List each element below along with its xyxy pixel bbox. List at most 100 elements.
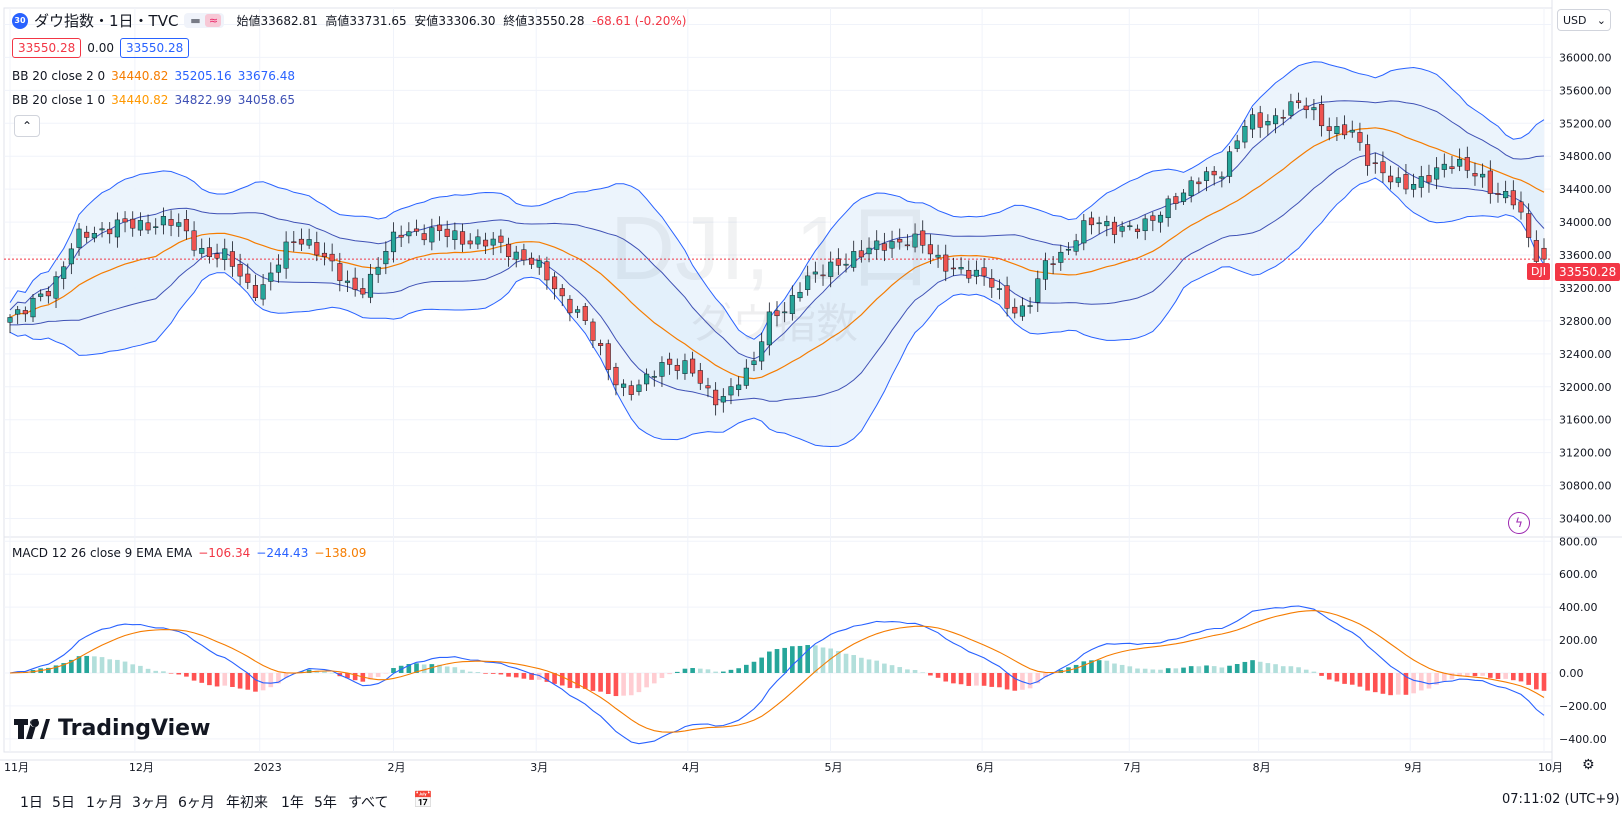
macd-histogram-bar: [1173, 668, 1179, 673]
candle-body: [759, 341, 765, 362]
bb1-legend[interactable]: BB 20 close 1 0 34440.82 34822.99 34058.…: [12, 93, 295, 107]
gear-icon[interactable]: ⚙: [1582, 757, 1595, 773]
candle-body: [1219, 176, 1225, 179]
timeframe-button[interactable]: 1年: [281, 795, 304, 811]
candle-body: [1134, 228, 1141, 232]
macd-histogram-bar: [1403, 672, 1409, 695]
macd-histogram-bar: [544, 672, 550, 682]
candle-body: [667, 358, 673, 365]
candle-body: [1495, 193, 1501, 195]
candle-body: [38, 293, 44, 297]
macd-histogram-bar: [521, 672, 527, 679]
candle-body: [552, 276, 558, 290]
bid-price[interactable]: 33550.28: [12, 38, 82, 58]
macd-histogram-bar: [1449, 672, 1455, 680]
macd-histogram-bar: [1434, 672, 1439, 685]
macd-histogram-bar: [1196, 666, 1202, 673]
candle-body: [321, 252, 328, 257]
candle-body: [958, 267, 964, 270]
macd-histogram-bar: [636, 672, 642, 693]
bb1-label: BB 20 close 1 0: [12, 93, 106, 107]
macd-histogram-bar: [797, 645, 803, 673]
candle-body: [575, 309, 581, 313]
collapse-legend-button[interactable]: ⌃: [14, 115, 40, 137]
macd-histogram-bar: [276, 672, 281, 684]
tradingview-logo[interactable]: TradingView: [14, 716, 210, 741]
macd-histogram-bar: [966, 672, 972, 686]
bb-upper-1: [9, 100, 1545, 360]
macd-histogram-bar: [866, 659, 872, 673]
macd-line: [9, 605, 1545, 745]
macd-histogram-bar: [751, 661, 757, 673]
candle-body: [1242, 125, 1248, 143]
macd-histogram-bar: [237, 672, 243, 689]
candle-body: [1073, 240, 1079, 252]
macd-histogram-bar: [437, 664, 442, 673]
bb-lower-1: [10, 152, 1545, 402]
macd-histogram-bar: [1181, 667, 1186, 673]
candle-body: [436, 224, 443, 231]
candle-body: [206, 247, 212, 258]
price-tick-label: 36000.00: [1559, 51, 1612, 64]
candle-body: [851, 251, 857, 268]
timeframe-button[interactable]: 5年: [314, 795, 337, 811]
bb2-basis: 34440.82: [111, 69, 169, 83]
candle-body: [22, 310, 28, 315]
macd-histogram-bar: [920, 672, 926, 673]
price-tick-label: 32800.00: [1559, 315, 1612, 328]
ask-price[interactable]: 33550.28: [119, 38, 190, 58]
bb2-upper: 35205.16: [174, 69, 232, 83]
timeframe-button[interactable]: 1ヶ月: [86, 795, 123, 811]
minus-icon[interactable]: ▬: [190, 14, 201, 27]
candle-body: [598, 343, 604, 346]
candle-body: [705, 385, 711, 389]
date-range-icon[interactable]: 📅: [413, 790, 433, 809]
timeframe-button[interactable]: 5日: [52, 795, 75, 811]
macd-histogram-bar: [452, 667, 458, 673]
candle-body: [298, 238, 305, 245]
candle-body: [613, 366, 619, 386]
macd-histogram-bar: [828, 648, 834, 673]
macd-histogram-bar: [76, 656, 82, 673]
currency-select[interactable]: USD ⌄: [1557, 9, 1611, 31]
lightning-icon[interactable]: ϟ: [1508, 512, 1530, 534]
candle-body: [1411, 184, 1417, 190]
timeframe-button[interactable]: 3ヶ月: [132, 795, 169, 811]
timeframe-button[interactable]: 1日: [20, 795, 43, 811]
candle-body: [935, 254, 941, 258]
candle-body: [1395, 177, 1401, 183]
bb2-legend[interactable]: BB 20 close 2 0 34440.82 35205.16 33676.…: [12, 69, 295, 83]
candle-body: [644, 373, 650, 385]
candle-body: [429, 227, 435, 243]
candle-body: [1434, 167, 1440, 180]
symbol-title[interactable]: ダウ指数・1日・TVC: [34, 12, 179, 30]
macd-legend[interactable]: MACD 12 26 close 9 EMA EMA −106.34 −244.…: [12, 546, 366, 560]
time-tick-label: 5月: [825, 761, 843, 774]
candle-body: [751, 360, 757, 365]
candle-body: [621, 383, 627, 388]
candle-body: [1188, 180, 1194, 197]
candle-body: [444, 228, 450, 237]
macd-histogram-bar: [1142, 668, 1148, 673]
candle-body: [168, 219, 174, 226]
macd-tick-label: 400.00: [1559, 601, 1598, 614]
macd-histogram-bar: [1288, 666, 1294, 673]
macd-histogram-bar: [1204, 665, 1209, 673]
wave-icon[interactable]: ≈: [205, 14, 222, 27]
chart-mode-toggle[interactable]: ▬ ≈: [184, 13, 225, 28]
candle-body: [1180, 192, 1187, 202]
candle-body: [360, 288, 366, 295]
timeframe-button[interactable]: 6ヶ月: [178, 795, 215, 811]
macd-histogram-bar: [207, 672, 212, 686]
candle-body: [513, 251, 519, 260]
macd-histogram-bar: [1119, 664, 1125, 673]
timeframe-button[interactable]: 年初来: [226, 795, 268, 811]
candle-body: [114, 219, 120, 238]
timeframe-button[interactable]: すべて: [348, 795, 389, 811]
macd-histogram-bar: [115, 659, 120, 673]
macd-histogram-bar: [697, 668, 703, 673]
bb1-basis: 34440.82: [111, 93, 169, 107]
candle-body: [1380, 161, 1386, 174]
bb2-lower: 33676.48: [237, 69, 295, 83]
